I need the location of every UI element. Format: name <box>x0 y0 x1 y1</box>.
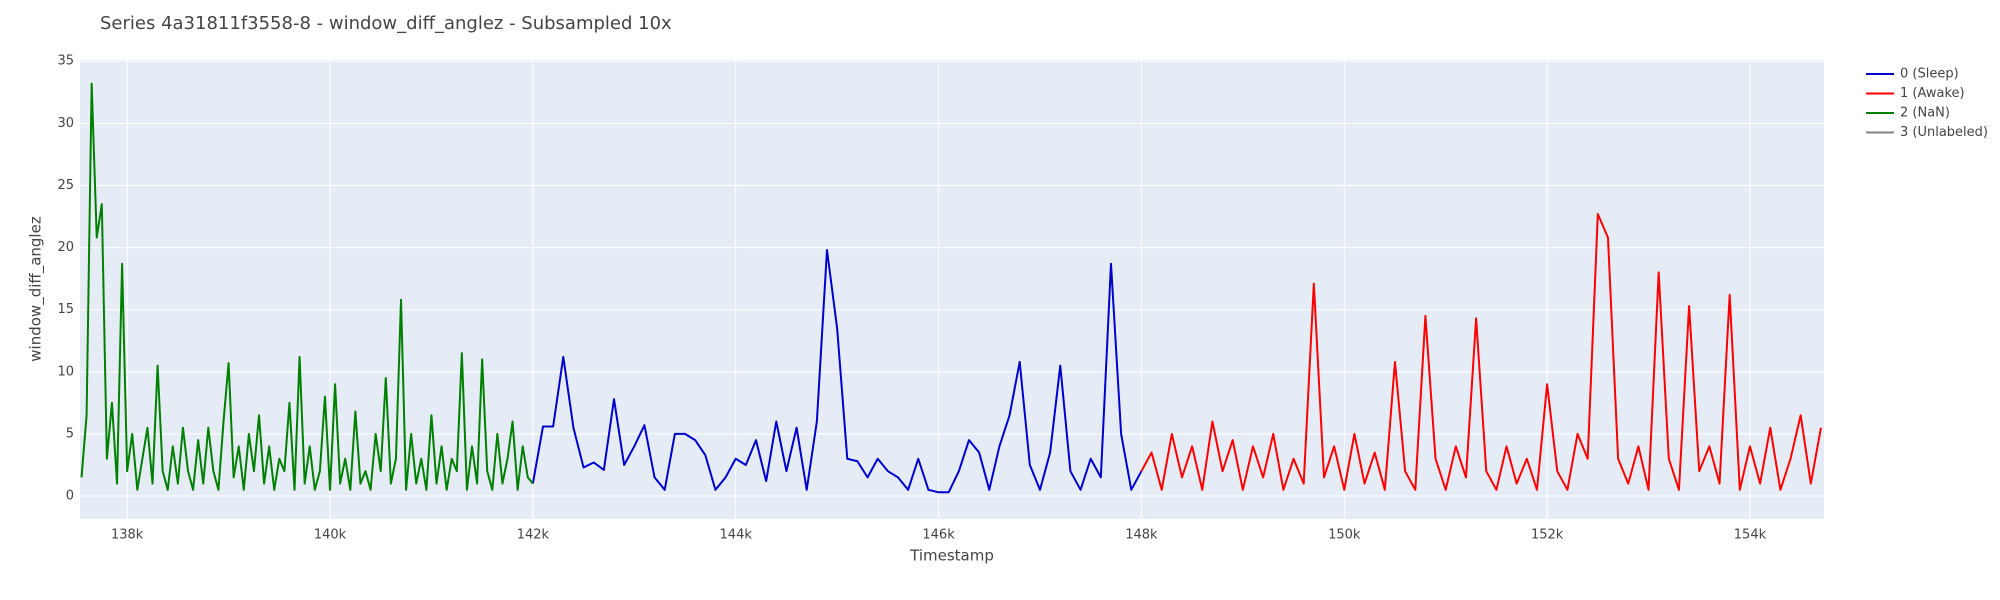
y-tick-label: 20 <box>57 240 74 255</box>
legend-label[interactable]: 1 (Awake) <box>1900 86 1965 101</box>
y-axis-title: window_diff_anglez <box>27 216 46 362</box>
x-tick-label: 142k <box>517 528 550 543</box>
data-line <box>80 82 534 491</box>
y-tick-label: 10 <box>57 364 74 379</box>
plot-background <box>80 60 1824 519</box>
y-tick-label: 15 <box>57 302 74 317</box>
x-tick-label: 144k <box>720 528 753 543</box>
x-tick-label: 138k <box>111 528 144 543</box>
data-line <box>1140 213 1822 491</box>
x-axis-title: Timestamp <box>909 547 994 565</box>
x-tick-label: 146k <box>922 528 955 543</box>
x-tick-label: 152k <box>1531 528 1564 543</box>
legend-label[interactable]: 2 (NaN) <box>1900 106 1950 121</box>
x-tick-label: 140k <box>314 528 347 543</box>
x-tick-label: 150k <box>1328 528 1361 543</box>
y-tick-label: 5 <box>66 426 74 441</box>
y-tick-label: 30 <box>57 116 74 131</box>
x-tick-label: 154k <box>1734 528 1767 543</box>
y-tick-label: 0 <box>66 489 74 504</box>
y-tick-label: 35 <box>57 54 74 69</box>
data-line <box>531 249 1143 494</box>
legend-label[interactable]: 3 (Unlabeled) <box>1900 125 1988 140</box>
chart-title: Series 4a31811f3558-8 - window_diff_angl… <box>100 13 672 34</box>
y-tick-label: 25 <box>57 178 74 193</box>
legend-label[interactable]: 0 (Sleep) <box>1900 67 1959 82</box>
x-tick-label: 148k <box>1125 528 1158 543</box>
